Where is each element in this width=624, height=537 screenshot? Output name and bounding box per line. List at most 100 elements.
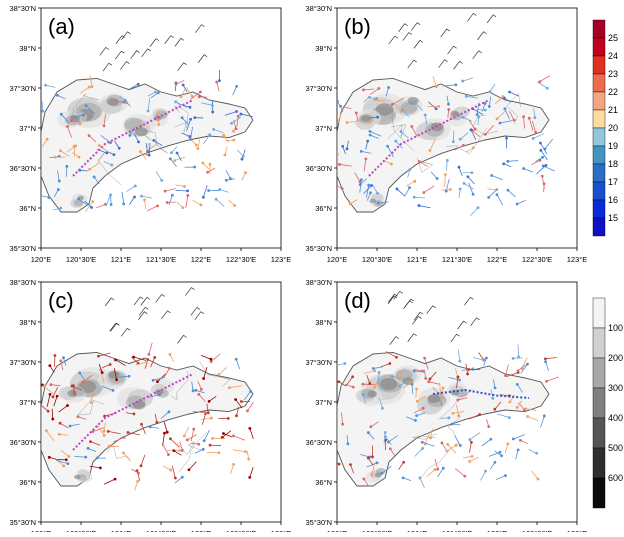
station-dot (349, 463, 352, 466)
station-dot (517, 369, 520, 372)
station-dot (487, 196, 490, 199)
station-dot (508, 91, 511, 94)
station-dot (200, 388, 203, 391)
station-dot (488, 105, 491, 108)
x-tick-label: 122°E (487, 255, 508, 264)
station-dot (50, 383, 53, 386)
station-dot (195, 144, 198, 147)
station-dot (173, 159, 176, 162)
station-dot (154, 91, 157, 94)
station-dot (235, 85, 238, 88)
station-dot (163, 432, 166, 435)
station-dot (240, 400, 243, 403)
station-dot (457, 414, 460, 417)
y-tick-label: 37°30'N (305, 358, 332, 367)
station-dot (418, 204, 421, 207)
station-dot (416, 400, 419, 403)
colorbar-swatch (593, 128, 605, 146)
station-dot (192, 389, 195, 392)
station-dot (110, 164, 113, 167)
station-dot (413, 100, 416, 103)
station-dot (133, 196, 136, 199)
station-dot (123, 436, 126, 439)
station-dot (101, 371, 104, 374)
station-dot (98, 144, 101, 147)
station-dot (88, 168, 91, 171)
station-dot (456, 399, 459, 402)
station-dot (341, 145, 344, 148)
station-dot (59, 207, 62, 210)
y-tick-label: 36°30'N (9, 164, 36, 173)
station-dot (366, 140, 369, 143)
station-dot (346, 147, 349, 150)
station-dot (66, 462, 69, 465)
station-dot (399, 130, 402, 133)
station-dot (109, 194, 112, 197)
station-dot (377, 202, 380, 205)
precipitation-area (367, 391, 377, 398)
station-dot (413, 180, 416, 183)
station-dot (447, 108, 450, 111)
station-dot (157, 91, 160, 94)
station-dot (422, 191, 425, 194)
station-dot (90, 401, 93, 404)
station-dot (466, 373, 469, 376)
station-dot (57, 188, 60, 191)
precipitation-area (380, 378, 398, 390)
station-dot (371, 474, 374, 477)
station-dot (477, 115, 480, 118)
station-dot (369, 191, 372, 194)
station-dot (91, 200, 94, 203)
station-dot (67, 455, 70, 458)
station-dot (181, 476, 184, 479)
station-dot (71, 385, 74, 388)
y-tick-label: 38°30'N (9, 278, 36, 287)
station-dot (386, 145, 389, 148)
station-dot (388, 362, 391, 365)
station-dot (346, 121, 349, 124)
station-dot (458, 166, 461, 169)
colorbar-swatch (593, 298, 605, 328)
station-dot (110, 203, 113, 206)
station-dot (534, 131, 537, 134)
station-dot (137, 472, 140, 475)
station-dot (463, 182, 466, 185)
station-dot (93, 176, 96, 179)
station-dot (402, 461, 405, 464)
station-dot (125, 101, 128, 104)
colorbar-swatch (593, 110, 605, 128)
station-dot (132, 356, 135, 359)
station-dot (249, 390, 252, 393)
station-dot (114, 478, 117, 481)
station-dot (45, 429, 48, 432)
station-dot (435, 85, 438, 88)
station-dot (69, 425, 72, 428)
station-dot (496, 118, 499, 121)
station-dot (369, 134, 372, 137)
y-tick-label: 36°30'N (305, 438, 332, 447)
station-dot (541, 175, 544, 178)
station-dot (452, 140, 455, 143)
y-tick-label: 35°30'N (9, 518, 36, 527)
y-tick-label: 36°N (19, 478, 36, 487)
station-dot (183, 434, 186, 437)
y-tick-label: 38°30'N (9, 4, 36, 13)
station-dot (211, 111, 214, 114)
colorbar-tick-label: 16 (608, 195, 618, 205)
station-dot (507, 442, 510, 445)
station-dot (77, 198, 80, 201)
station-dot (490, 174, 493, 177)
station-dot (410, 125, 413, 128)
station-dot (237, 115, 240, 118)
station-dot (506, 160, 509, 163)
station-dot (194, 389, 197, 392)
wind-barb (453, 130, 454, 141)
station-dot (413, 370, 416, 373)
station-dot (79, 122, 82, 125)
x-tick-label: 121°E (407, 255, 428, 264)
station-dot (232, 435, 235, 438)
station-dot (48, 456, 51, 459)
station-dot (501, 95, 504, 98)
